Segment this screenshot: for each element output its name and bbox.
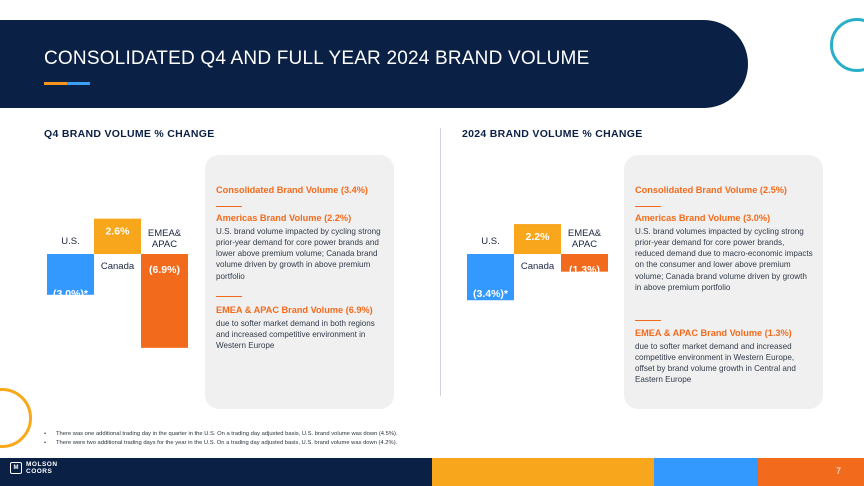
fy-americas-text: U.S. brand volumes impacted by cycling s… [635, 226, 813, 292]
fy-americas-heading: Americas Brand Volume (3.0%) [635, 213, 771, 223]
q4-americas-text: U.S. brand volume impacted by cycling st… [216, 226, 381, 281]
page-title: CONSOLIDATED Q4 AND FULL YEAR 2024 BRAND… [44, 48, 590, 69]
fy-rule-2 [635, 320, 661, 321]
fy-category-label-us: U.S. [481, 236, 499, 247]
fy-data-label-canada: 2.2% [526, 231, 551, 243]
q4-bar-canada [94, 218, 141, 254]
footnotes: There was one additional trading day in … [44, 430, 398, 448]
header-banner [0, 20, 748, 108]
footnote-2: There were two additional trading days f… [44, 439, 398, 448]
q4-bar-emea-apac [141, 254, 188, 348]
fy-category-label-emea-apac: EMEA& APAC [568, 228, 602, 250]
q4-data-label-canada: 2.6% [106, 226, 131, 238]
fy-rule-1 [635, 206, 661, 207]
q4-data-label-emea-apac: (6.9%) [149, 264, 180, 276]
fy-emea-heading: EMEA & APAC Brand Volume (1.3%) [635, 328, 792, 338]
footnote-1: There was one additional trading day in … [44, 430, 398, 439]
footer-orange-segment [758, 458, 864, 486]
fy-data-label-us: (3.4%)* [473, 288, 509, 300]
q4-section-title: Q4 BRAND VOLUME % CHANGE [44, 128, 215, 140]
q4-category-label-us: U.S. [61, 236, 79, 247]
q4-bar-us [47, 254, 94, 295]
q4-emea-text: due to softer market demand in both regi… [216, 318, 375, 351]
logo-line-1: MOLSON [26, 461, 58, 468]
decorative-ring-top-right [830, 18, 864, 72]
fy-info-box: Consolidated Brand Volume (2.5%) America… [624, 155, 823, 409]
q4-info-box: Consolidated Brand Volume (3.4%) America… [205, 155, 394, 409]
fy-bar-canada [514, 224, 561, 254]
q4-volume-chart: (3.0%)* U.S. 2.6% Canada (6.9%) EMEA& APAC [47, 218, 188, 348]
footer-yellow-segment [432, 458, 654, 486]
q4-category-label-canada: Canada [101, 261, 135, 272]
q4-rule-1 [216, 206, 242, 207]
fy-category-label-canada: Canada [521, 261, 555, 272]
q4-emea-heading: EMEA & APAC Brand Volume (6.9%) [216, 305, 373, 315]
logo-line-2: COORS [26, 468, 53, 476]
fy-data-label-emea-apac: (1.3%) [569, 264, 600, 276]
page-number: 7 [836, 466, 842, 476]
q4-rule-2 [216, 296, 242, 297]
title-accent-bar [44, 82, 90, 85]
fy-bar-emea-apac [561, 254, 608, 272]
q4-category-label-emea-apac: EMEA& APAC [148, 228, 182, 250]
fy-volume-chart: (3.4%)* U.S. 2.2% Canada (1.3%) EMEA& APAC [467, 224, 608, 301]
fy-bar-us [467, 254, 514, 301]
section-divider [440, 128, 441, 396]
q4-data-label-us: (3.0%)* [53, 288, 89, 300]
fy-consolidated-heading: Consolidated Brand Volume (2.5%) [635, 185, 787, 195]
molson-coors-logo: M MOLSON COORS [10, 461, 58, 475]
logo-mark-icon: M [10, 462, 22, 475]
fy-section-title: 2024 BRAND VOLUME % CHANGE [462, 128, 643, 140]
fy-emea-text: due to softer market demand and increase… [635, 341, 796, 385]
footer-blue-segment [654, 458, 758, 486]
q4-americas-heading: Americas Brand Volume (2.2%) [216, 213, 352, 223]
q4-consolidated-heading: Consolidated Brand Volume (3.4%) [216, 185, 368, 195]
